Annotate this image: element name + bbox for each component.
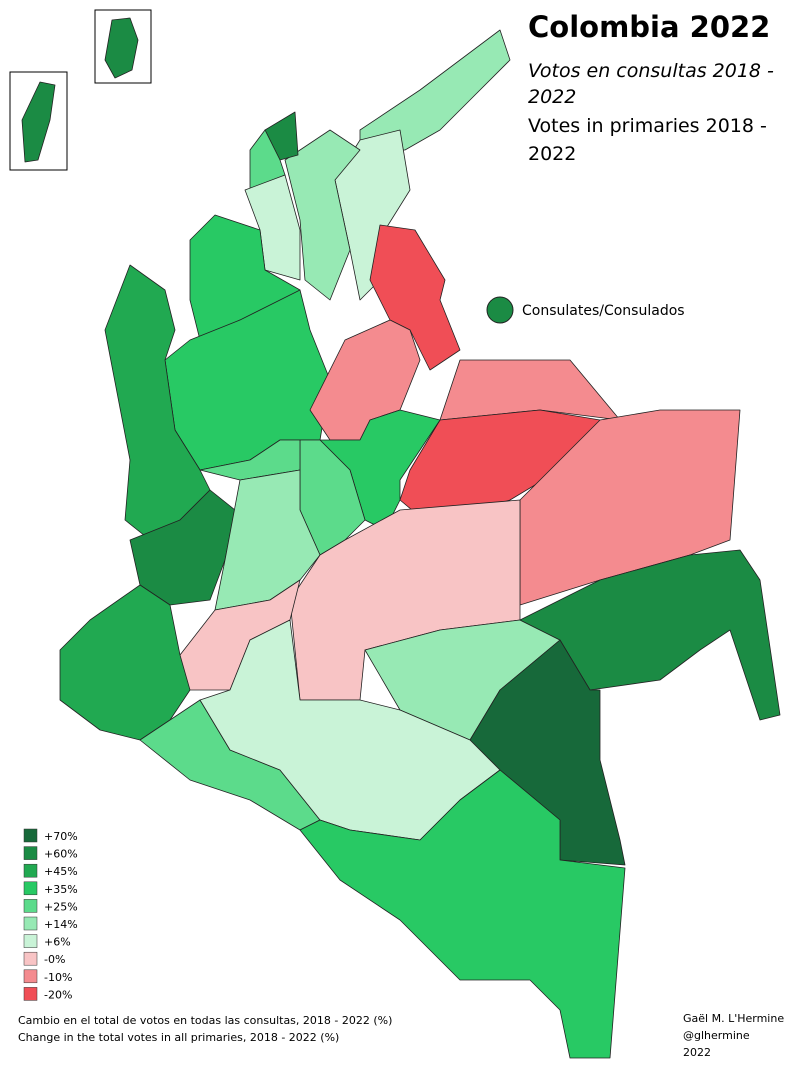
legend-label: +60% (44, 848, 78, 861)
region (284, 129, 361, 301)
subtitle: Votos en consultas 2018 - 2022 (528, 60, 774, 108)
legend-swatch (23, 881, 38, 896)
region (59, 584, 191, 741)
legend-label: +35% (44, 883, 78, 896)
title: Colombia 2022 (528, 10, 771, 44)
inset-frame (9, 71, 68, 171)
credit: @glhermine (683, 1029, 750, 1042)
region (359, 29, 511, 151)
legend-label: +45% (44, 865, 78, 878)
legend-label: +6% (44, 936, 71, 949)
legend-label: +25% (44, 900, 78, 913)
legend-label: +14% (44, 918, 78, 931)
legend-swatch (23, 987, 38, 1001)
legend-swatch (23, 863, 38, 878)
legend-label: -10% (44, 971, 72, 984)
consulates-marker (486, 296, 514, 324)
legend-label: +70% (44, 830, 78, 843)
legend-swatch (23, 828, 38, 843)
inset-frame (94, 9, 152, 84)
legend-swatch (23, 916, 38, 931)
legend-swatch (23, 969, 38, 984)
region (249, 129, 286, 191)
region (299, 769, 626, 1059)
legend-label: -0% (44, 953, 65, 966)
note: Cambio en el total de votos en todas las… (18, 1014, 392, 1027)
legend-swatch (23, 934, 38, 948)
region (104, 17, 139, 79)
departments (21, 17, 781, 1059)
region (469, 639, 626, 866)
credit: 2022 (683, 1046, 711, 1059)
note: Change in the total votes in all primari… (18, 1031, 339, 1044)
legend-swatch (23, 846, 38, 860)
region (21, 81, 56, 163)
legend-label: -20% (44, 988, 72, 1001)
consulates-label: Consulates/Consulados (522, 303, 685, 319)
credit: Gaël M. L'Hermine (683, 1012, 784, 1025)
region (199, 619, 501, 841)
legend-swatch (23, 951, 38, 966)
subtitle: Votes in primaries 2018 - 2022 (528, 115, 767, 165)
legend-swatch (23, 899, 38, 913)
legend: +70% +60% +45% +35% +25% +14% +6% -0% -10% -20% (23, 828, 78, 1001)
